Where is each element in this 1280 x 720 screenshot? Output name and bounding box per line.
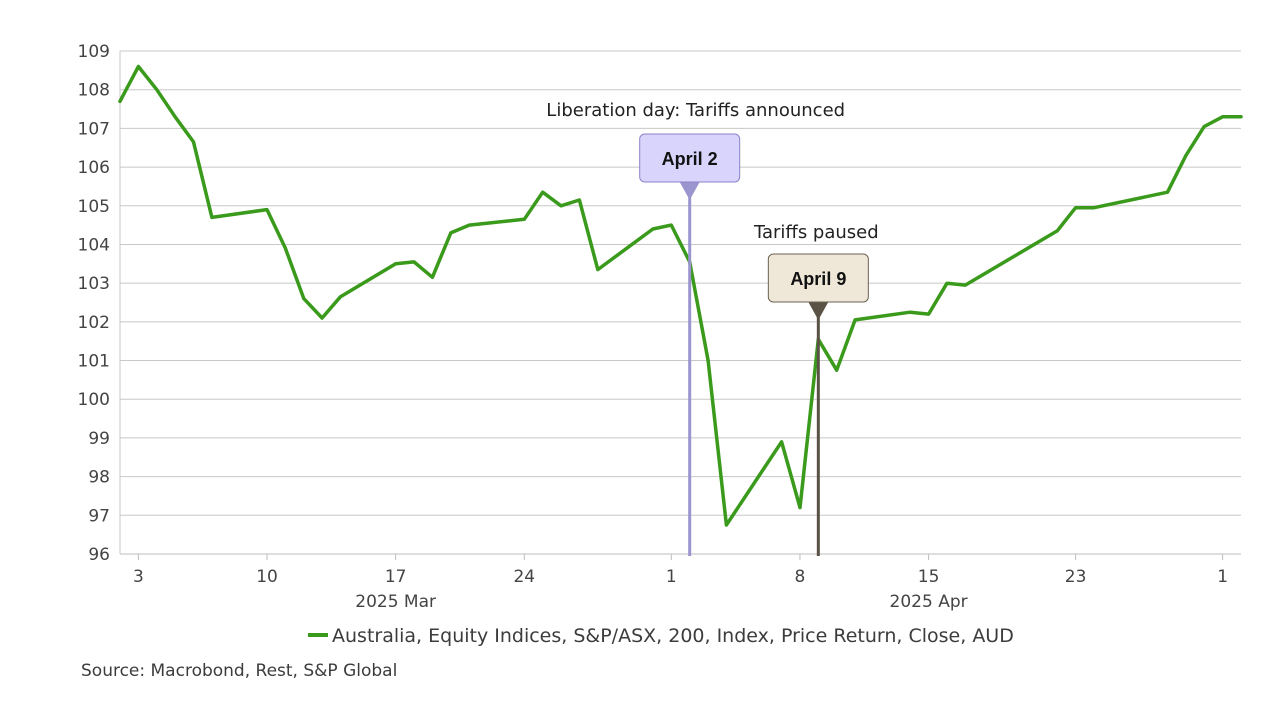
y-tick-label: 98 (88, 468, 110, 488)
x-tick-label: 23 (1065, 567, 1087, 587)
series-layer (118, 64, 1243, 527)
annotation-label: April 9 (790, 269, 846, 289)
annotation-box (639, 133, 741, 183)
y-tick-label: 104 (78, 235, 110, 255)
x-tick-label: 15 (918, 567, 940, 587)
y-tick-label: 105 (78, 197, 110, 217)
annotation-caption: Liberation day: Tariffs announced (546, 100, 845, 121)
x-tick-label: 24 (513, 567, 535, 587)
gridlines (119, 50, 1241, 555)
x-month-label: 2025 Apr (890, 592, 968, 612)
y-tick-label: 96 (88, 545, 110, 565)
annotation-label: April 2 (662, 149, 718, 169)
y-tick-label: 99 (88, 429, 110, 449)
y-tick-label: 101 (78, 352, 110, 372)
annotation-caption: Tariffs paused (753, 222, 879, 243)
y-axis-tick-labels: 96 97 98 99 100 101 102 103 104 105 106 107 108 109 (78, 42, 110, 565)
legend-swatch (308, 632, 328, 637)
y-tick-label: 107 (78, 119, 110, 139)
x-tick-label: 1 (1217, 567, 1228, 587)
annotation-april-9: April 9 Tariffs paused (753, 222, 879, 556)
y-tick-label: 102 (78, 313, 110, 333)
x-axis-tick-labels: 3 10 17 24 1 8 15 23 1 2025 Mar 2025 Apr (133, 554, 1228, 612)
annotation-box (767, 253, 869, 303)
series-line (118, 64, 1243, 527)
y-tick-label: 109 (78, 42, 110, 62)
y-tick-label: 103 (78, 274, 110, 294)
legend-label: Australia, Equity Indices, S&P/ASX, 200,… (332, 625, 1014, 647)
legend: Australia, Equity Indices, S&P/ASX, 200,… (308, 625, 1020, 651)
annotation-pointer (679, 182, 700, 200)
x-tick-label: 1 (666, 567, 677, 587)
y-tick-label: 97 (88, 506, 110, 526)
x-month-label: 2025 Mar (355, 592, 436, 612)
y-tick-label: 106 (78, 158, 110, 178)
annotation-pointer (808, 302, 829, 320)
x-tick-label: 3 (133, 567, 144, 587)
source-note: Source: Macrobond, Rest, S&P Global (81, 661, 398, 681)
event-annotations: April 2 Liberation day: Tariffs announced… (546, 100, 879, 556)
x-tick-label: 17 (385, 567, 407, 587)
x-tick-label: 10 (256, 567, 278, 587)
y-tick-label: 108 (78, 81, 110, 101)
y-tick-label: 100 (78, 390, 110, 410)
x-tick-label: 8 (795, 567, 806, 587)
annotation-april-2: April 2 Liberation day: Tariffs announced (546, 100, 845, 556)
